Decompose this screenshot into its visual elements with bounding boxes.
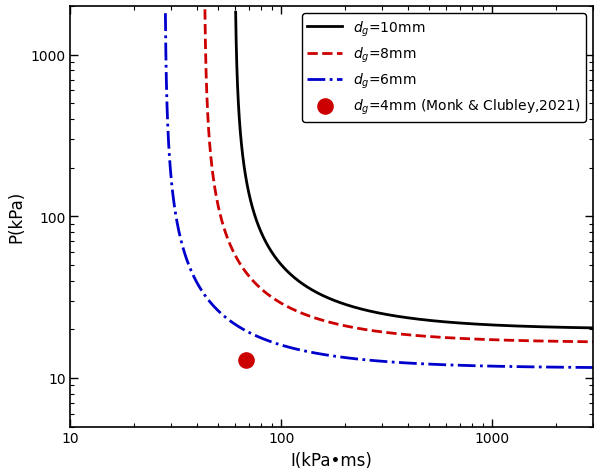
$d_g$=10mm <box>445 320 452 326</box>
$d_g$=4mm (Monk & Clubley,2021) <box>241 356 251 364</box>
$d_g$=8mm <box>318 317 325 323</box>
$d_g$=8mm <box>448 335 455 341</box>
Legend: $d_g$=10mm, $d_g$=8mm, $d_g$=6mm, $d_g$=4mm (Monk & Clubley,2021): $d_g$=10mm, $d_g$=8mm, $d_g$=6mm, $d_g$=… <box>302 14 586 123</box>
Line: $d_g$=10mm: $d_g$=10mm <box>236 13 593 328</box>
$d_g$=6mm <box>269 339 276 345</box>
$d_g$=8mm <box>589 339 596 345</box>
$d_g$=10mm <box>412 316 419 322</box>
$d_g$=8mm <box>527 338 534 344</box>
$d_g$=10mm <box>318 293 325 298</box>
$d_g$=10mm <box>475 322 482 327</box>
Y-axis label: P(kPa): P(kPa) <box>7 191 25 243</box>
Line: $d_g$=8mm: $d_g$=8mm <box>205 10 593 342</box>
$d_g$=6mm <box>256 335 263 340</box>
$d_g$=6mm <box>412 361 419 367</box>
X-axis label: I(kPa•ms): I(kPa•ms) <box>291 451 373 469</box>
Line: $d_g$=6mm: $d_g$=6mm <box>166 14 593 368</box>
$d_g$=6mm <box>547 365 554 370</box>
$d_g$=6mm <box>589 365 596 371</box>
$d_g$=8mm <box>547 338 554 344</box>
$d_g$=10mm <box>499 323 506 328</box>
$d_g$=6mm <box>210 303 217 309</box>
$d_g$=8mm <box>517 338 524 344</box>
$d_g$=10mm <box>589 325 596 331</box>
$d_g$=8mm <box>202 8 209 13</box>
$d_g$=10mm <box>232 10 239 16</box>
$d_g$=8mm <box>559 339 566 345</box>
$d_g$=10mm <box>402 315 409 321</box>
$d_g$=6mm <box>162 11 169 17</box>
$d_g$=6mm <box>490 364 497 369</box>
